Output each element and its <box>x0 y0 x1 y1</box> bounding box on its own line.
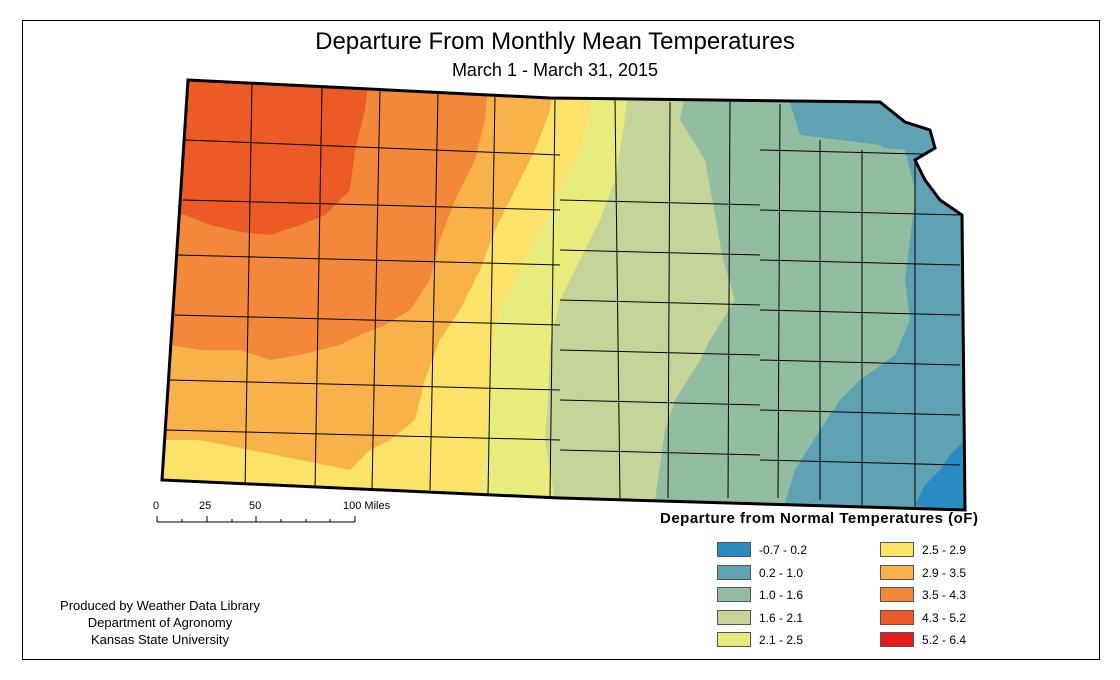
scale-label-50: 50 <box>249 500 262 512</box>
legend-label: 2.5 - 2.9 <box>922 542 967 557</box>
legend-swatch <box>880 632 914 647</box>
zone-1-0-1-6-east <box>815 145 915 410</box>
legend-label: 4.3 - 5.2 <box>922 610 967 625</box>
legend-label: 2.9 - 3.5 <box>922 565 967 580</box>
legend-swatch <box>717 587 751 602</box>
scale-label-100-miles: 100 Miles <box>343 500 391 512</box>
credits: Produced by Weather Data Library Departm… <box>20 597 300 648</box>
legend-item: 1.0 - 1.6 <box>717 587 803 602</box>
legend-swatch <box>717 565 751 580</box>
map-title: Departure From Monthly Mean Temperatures <box>315 28 795 55</box>
legend-label: 5.2 - 6.4 <box>922 632 967 647</box>
county-boundaries <box>165 81 961 508</box>
legend-item: 0.2 - 1.0 <box>717 565 803 580</box>
legend-item: 1.6 - 2.1 <box>717 610 803 625</box>
map-subtitle: March 1 - March 31, 2015 <box>451 60 659 80</box>
legend-swatch <box>880 565 914 580</box>
legend-swatch <box>880 610 914 625</box>
legend-label: 2.1 - 2.5 <box>759 632 804 647</box>
legend-label: 3.5 - 4.3 <box>922 587 967 602</box>
credit-line-producer: Produced by Weather Data Library <box>60 598 260 613</box>
legend-swatch <box>717 632 751 647</box>
scale-label-25: 25 <box>199 500 212 512</box>
kansas-state-border <box>160 78 967 512</box>
legend-label: -0.7 - 0.2 <box>759 542 808 557</box>
scale-label-0: 0 <box>153 500 160 512</box>
legend-swatch <box>880 542 914 557</box>
legend-swatch <box>717 610 751 625</box>
scale-bar <box>156 516 356 523</box>
zone-4-3-5-2 <box>162 80 370 235</box>
legend-item: 4.3 - 5.2 <box>880 610 966 625</box>
legend-item: 2.5 - 2.9 <box>880 542 966 557</box>
legend-swatch <box>717 542 751 557</box>
legend-item: 5.2 - 6.4 <box>880 632 966 647</box>
legend-label: 0.2 - 1.0 <box>759 565 804 580</box>
credit-line-department: Department of Agronomy <box>87 615 233 630</box>
credit-line-university: Kansas State University <box>90 632 229 647</box>
legend-swatch <box>880 587 914 602</box>
legend-item: 2.1 - 2.5 <box>717 632 803 647</box>
legend-item: -0.7 - 0.2 <box>717 542 807 557</box>
legend-title: Departure from Normal Temperatures (oF) <box>660 510 979 527</box>
legend-item: 3.5 - 4.3 <box>880 587 966 602</box>
temperature-zones <box>162 80 965 510</box>
legend-label: 1.6 - 2.1 <box>759 610 804 625</box>
legend-label: 1.0 - 1.6 <box>759 587 804 602</box>
legend-item: 2.9 - 3.5 <box>880 565 966 580</box>
